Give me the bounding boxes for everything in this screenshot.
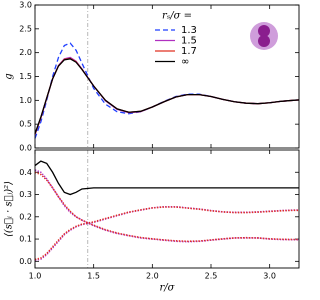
y-tick-label: 0.4 bbox=[19, 168, 32, 177]
plot-frame bbox=[34, 4, 300, 149]
x-tick-label: 2.0 bbox=[146, 272, 159, 281]
data-line bbox=[34, 56, 300, 135]
x-tick-label: 1.5 bbox=[87, 272, 100, 281]
data-line bbox=[34, 58, 300, 134]
y-tick-label: 0.3 bbox=[19, 190, 32, 199]
y-tick-label: 2.5 bbox=[19, 24, 32, 33]
data-line bbox=[34, 206, 299, 261]
legend-label: 1.3 bbox=[181, 25, 197, 36]
y-tick-label: 3.0 bbox=[19, 1, 32, 10]
data-line bbox=[34, 57, 300, 135]
y-tick-label: 0.0 bbox=[19, 257, 32, 266]
data-line bbox=[34, 42, 300, 139]
legend-label: 1.5 bbox=[181, 36, 197, 47]
y-axis-label: g bbox=[4, 73, 15, 79]
y-tick-label: 0.2 bbox=[19, 212, 32, 221]
legend-title: rₛ/σ = bbox=[162, 11, 192, 22]
y-tick-label: 0.5 bbox=[19, 120, 32, 129]
data-line bbox=[34, 171, 299, 243]
plot-frame bbox=[34, 149, 300, 269]
data-line bbox=[34, 160, 299, 196]
y-axis-label: ⟨(s⃗ᵢ · s⃗ⱼ)²⟩ bbox=[4, 181, 15, 237]
page: {"chart_data": [ {"type": "line", "ylabe… bbox=[3, 0, 300, 294]
x-tick-label: 1.0 bbox=[29, 272, 42, 281]
x-tick-label: 2.5 bbox=[205, 272, 218, 281]
legend-label: 1.7 bbox=[181, 46, 197, 57]
x-axis-label: r/σ bbox=[160, 283, 176, 294]
y-tick-label: 2.0 bbox=[19, 48, 32, 57]
x-tick-label: 3.0 bbox=[263, 272, 276, 281]
y-tick-label: 0.1 bbox=[19, 235, 32, 244]
particle-icon bbox=[250, 22, 278, 50]
data-line bbox=[34, 169, 299, 243]
y-tick-label: 0.0 bbox=[19, 144, 32, 153]
y-tick-label: 1.5 bbox=[19, 72, 32, 81]
legend-label: ∞ bbox=[181, 57, 189, 68]
y-tick-label: 1.0 bbox=[19, 96, 32, 105]
